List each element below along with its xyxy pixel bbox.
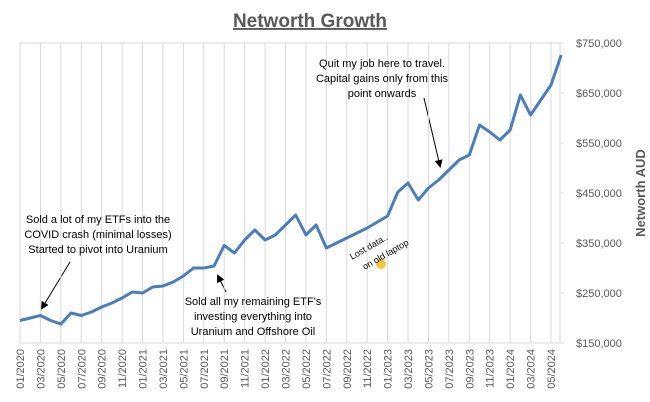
arrow: [40, 261, 71, 310]
annotation: Sold a lot of my ETFs into the COVID cras…: [24, 214, 171, 256]
y-tick-label: $350,000: [576, 238, 622, 250]
x-tick-label: 03/2021: [158, 349, 170, 389]
annotation: Quit my job here to travel. Capital gains…: [316, 58, 449, 100]
emoji-icon: [376, 259, 386, 269]
annotation-line: investing everything into: [194, 311, 312, 323]
x-tick-label: 01/2022: [260, 349, 272, 389]
x-tick-label: 07/2022: [321, 349, 333, 389]
annotation-line: Uranium and Offshore Oil: [191, 326, 316, 338]
x-tick-label: 07/2021: [199, 349, 211, 389]
annotation: Sold all my remaining ETF's investing eve…: [185, 296, 322, 338]
annotation-line: Quit my job here to travel.: [319, 58, 445, 70]
annotation-line: Sold a lot of my ETFs into the: [26, 214, 170, 226]
x-tick-label: 03/2022: [281, 349, 293, 389]
x-tick-label: 01/2023: [383, 349, 395, 389]
x-tick-label: 01/2020: [15, 349, 27, 389]
x-tick-label: 11/2022: [362, 349, 374, 388]
y-tick-label: $550,000: [576, 138, 622, 150]
x-tick-label: 09/2020: [97, 349, 109, 389]
x-tick-label: 05/2022: [301, 349, 313, 389]
annotation-line: Sold all my remaining ETF's: [185, 296, 322, 308]
x-tick-label: 03/2024: [526, 349, 538, 389]
x-tick-label: 11/2020: [117, 349, 129, 388]
chart-title: Networth Growth: [233, 11, 387, 32]
y-tick-label: $750,000: [576, 38, 622, 50]
arrow: [423, 97, 443, 168]
x-tick-label: 05/2024: [546, 349, 558, 389]
x-tick-label: 03/2020: [35, 349, 47, 389]
y-tick-label: $450,000: [576, 188, 622, 200]
annotation-line: Capital gains only from this: [316, 73, 449, 85]
x-tick-label: 11/2021: [240, 349, 252, 388]
x-tick-label: 01/2024: [505, 349, 517, 389]
y-tick-label: $650,000: [576, 88, 622, 100]
x-tick-label: 07/2023: [444, 349, 456, 389]
x-tick-label: 01/2021: [138, 349, 150, 389]
x-tick-label: 09/2021: [219, 349, 231, 389]
x-tick-label: 09/2022: [342, 349, 354, 389]
x-tick-label: 11/2023: [485, 349, 497, 388]
x-tick-label: 07/2020: [76, 349, 88, 389]
y-axis-label: Networth AUD: [633, 149, 648, 237]
arrow: [217, 274, 227, 293]
annotation-line: Started to pivot into Uranium: [28, 244, 167, 256]
y-tick-label: $150,000: [576, 338, 622, 350]
x-tick-label: 09/2023: [464, 349, 476, 389]
x-tick-label: 05/2021: [178, 349, 190, 389]
annotation-line: COVID crash (minimal losses): [24, 229, 171, 241]
annotation-line: point onwards: [348, 88, 417, 100]
x-tick-label: 03/2023: [403, 349, 415, 389]
x-tick-label: 05/2020: [56, 349, 68, 389]
y-tick-label: $250,000: [576, 288, 622, 300]
x-tick-label: 05/2023: [423, 349, 435, 389]
line: [19, 54, 563, 326]
